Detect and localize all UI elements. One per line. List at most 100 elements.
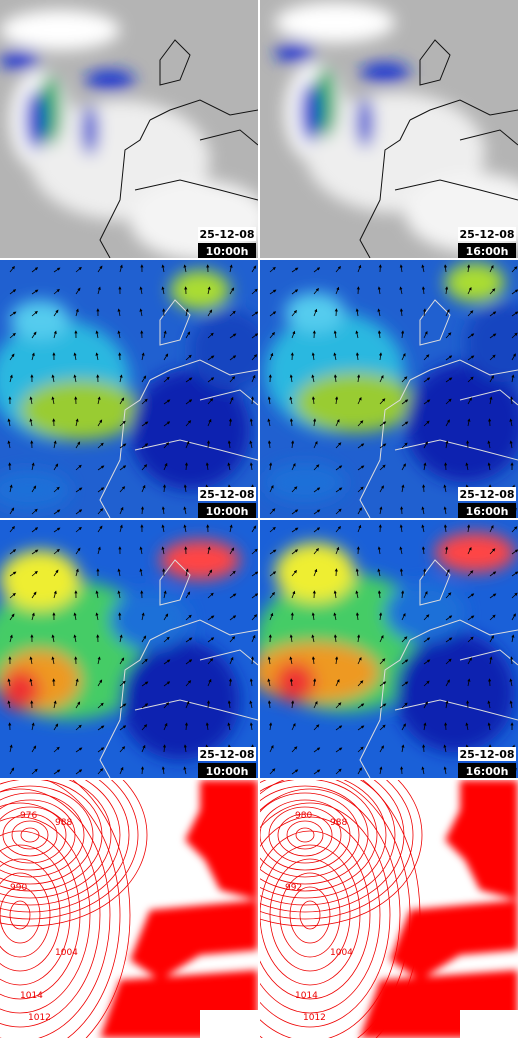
- field-blobs: [265, 262, 518, 503]
- wind-arrow: [379, 634, 384, 643]
- date-box: [198, 227, 256, 241]
- wind-arrow: [249, 440, 253, 449]
- wind-arrow: [335, 442, 342, 449]
- wind-arrow: [377, 590, 382, 599]
- wind-arrow: [311, 396, 316, 405]
- wind-arrow: [97, 525, 103, 533]
- wind-arrow: [335, 487, 343, 493]
- wind-arrow: [423, 722, 427, 731]
- isobar-label: 976: [20, 811, 37, 821]
- wind-arrow: [163, 613, 169, 621]
- coastline: [99, 299, 258, 518]
- wind-arrow: [421, 286, 426, 295]
- wind-arrow: [357, 680, 364, 687]
- wind-arrow: [119, 766, 124, 775]
- isobar: [260, 780, 423, 927]
- wind-arrow: [53, 486, 60, 493]
- isobar: [0, 780, 148, 927]
- wind-arrow: [229, 593, 237, 599]
- wind-arrow: [335, 525, 341, 533]
- wind-arrow: [399, 308, 404, 317]
- wind-arrow: [141, 421, 149, 427]
- wind-arrow: [185, 308, 189, 317]
- wind-arrow: [185, 331, 191, 339]
- map-panel: 25-12-08 10:00h: [0, 520, 258, 778]
- wind-arrow: [183, 524, 187, 533]
- wind-arrow: [249, 700, 253, 709]
- wind-arrow: [229, 547, 235, 555]
- wind-arrow: [401, 421, 409, 427]
- wind-arrow: [509, 678, 513, 687]
- wind-arrow: [75, 701, 81, 709]
- wind-arrow: [423, 680, 430, 687]
- wind-arrow: [357, 725, 365, 731]
- wind-arrow: [185, 614, 192, 621]
- wind-arrow: [489, 396, 493, 405]
- map-panel: 25-12-08 16:00h: [260, 0, 518, 258]
- wind-arrow: [119, 374, 123, 383]
- wind-arrow: [267, 700, 272, 709]
- wind-arrow: [335, 702, 342, 709]
- wind-arrow: [163, 659, 171, 665]
- isobar-label: 988: [330, 818, 347, 828]
- wind-arrow: [313, 308, 318, 317]
- wind-arrow: [467, 678, 471, 687]
- wind-arrow: [7, 700, 11, 709]
- wind-arrow: [141, 744, 146, 753]
- wind-arrow: [445, 700, 449, 709]
- wind-arrow: [53, 548, 60, 555]
- wind-arrow: [511, 311, 518, 317]
- wind-arrow: [379, 374, 384, 383]
- wind-arrow: [489, 524, 494, 533]
- field-blob: [465, 302, 518, 383]
- wind-arrow: [401, 723, 406, 731]
- wind-arrow: [511, 353, 516, 361]
- wind-arrow: [401, 376, 408, 383]
- field-blob: [0, 670, 40, 710]
- wind-arrow: [75, 441, 81, 449]
- wind-arrow: [401, 330, 405, 339]
- wind-arrow: [401, 484, 405, 493]
- isobar-label: 1004: [55, 948, 78, 958]
- wind-arrow: [229, 287, 235, 295]
- wind-arrow: [251, 634, 256, 643]
- wind-arrow: [467, 570, 474, 577]
- wind-arrow: [357, 746, 364, 753]
- isobar: [0, 785, 94, 885]
- blank-box: [460, 1010, 518, 1038]
- wind-arrow: [7, 440, 11, 449]
- wind-arrow: [467, 657, 472, 665]
- wind-arrow: [313, 769, 321, 775]
- wind-arrow: [73, 634, 77, 643]
- wind-arrow: [141, 724, 148, 731]
- date-label: 25-12-08: [459, 748, 514, 761]
- wind-arrow: [291, 746, 298, 753]
- isobar: [277, 813, 333, 857]
- wind-arrow: [269, 311, 277, 317]
- wind-arrow: [401, 442, 408, 449]
- wind-arrow: [379, 703, 387, 709]
- isobar: [260, 802, 391, 1028]
- wind-arrow: [289, 656, 293, 665]
- wind-arrow: [443, 506, 447, 515]
- wind-arrow: [207, 309, 213, 317]
- wind-arrow: [140, 506, 145, 515]
- wind-arrow: [313, 287, 319, 295]
- wind-arrow: [467, 524, 471, 533]
- wind-arrow: [489, 288, 496, 295]
- wind-arrow: [313, 547, 319, 555]
- wind-arrow: [207, 377, 215, 383]
- wind-arrow: [379, 464, 386, 471]
- wind-arrow: [229, 310, 236, 317]
- wind-arrow: [509, 700, 513, 709]
- wind-arrow: [357, 656, 362, 665]
- wind-arrow: [31, 485, 37, 493]
- wind-arrow: [75, 287, 81, 295]
- field-blobs: [0, 10, 258, 258]
- wind-arrow: [269, 352, 274, 361]
- wind-arrow: [75, 526, 82, 533]
- field-blob: [445, 262, 505, 303]
- wind-arrow: [9, 332, 16, 339]
- wind-arrow: [9, 571, 17, 577]
- wind-arrow: [31, 745, 37, 753]
